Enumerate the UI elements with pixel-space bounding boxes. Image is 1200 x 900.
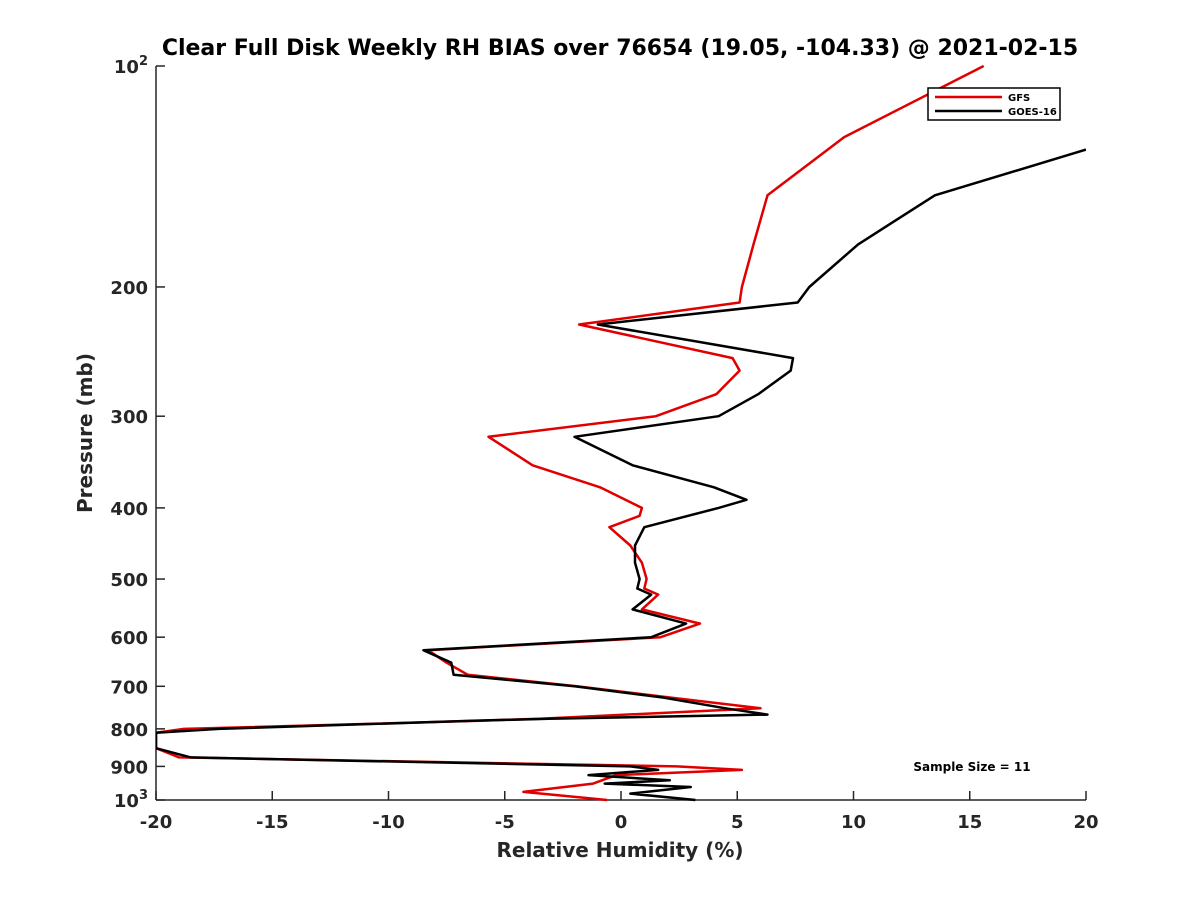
series-layer	[156, 64, 1086, 802]
x-axis-label: Relative Humidity (%)	[496, 838, 743, 862]
y-tick-label: 300	[110, 407, 148, 428]
x-tick-label: 0	[615, 812, 628, 833]
x-tick-label: -15	[256, 812, 289, 833]
x-tick-label: 10	[841, 812, 866, 833]
y-tick-label: 700	[110, 677, 148, 698]
x-tick-label: 15	[957, 812, 982, 833]
y-tick-label: 900	[110, 757, 148, 778]
y-tick-label: 102	[114, 54, 148, 78]
legend-label-gfs: GFS	[1008, 93, 1030, 104]
x-tick-label: -20	[140, 812, 173, 833]
legend-label-goes16: GOES-16	[1008, 107, 1057, 118]
y-tick-label: 200	[110, 278, 148, 299]
x-tick-label: -10	[372, 812, 405, 833]
y-tick-label: 500	[110, 570, 148, 591]
chart-title: Clear Full Disk Weekly RH BIAS over 7665…	[162, 36, 1078, 61]
legend-box	[927, 87, 1061, 121]
y-axis-label: Pressure (mb)	[73, 353, 97, 513]
series-line-goes16	[156, 148, 1086, 802]
sample-size-annotation: Sample Size = 11	[913, 760, 1030, 774]
series-line-gfs	[156, 64, 985, 802]
y-tick-label: 600	[110, 628, 148, 649]
x-tick-label: -5	[495, 812, 515, 833]
legend: GFS GOES-16	[927, 87, 1061, 121]
x-tick-label: 5	[731, 812, 744, 833]
axes: -20 -15 -10 -5 0 5 10 15 20 102 200 300 400 500 600 700…	[110, 54, 1098, 833]
x-tick-label: 20	[1073, 812, 1098, 833]
y-tick-label: 400	[110, 499, 148, 520]
y-tick-label: 103	[114, 788, 148, 812]
y-tick-label: 800	[110, 720, 148, 741]
